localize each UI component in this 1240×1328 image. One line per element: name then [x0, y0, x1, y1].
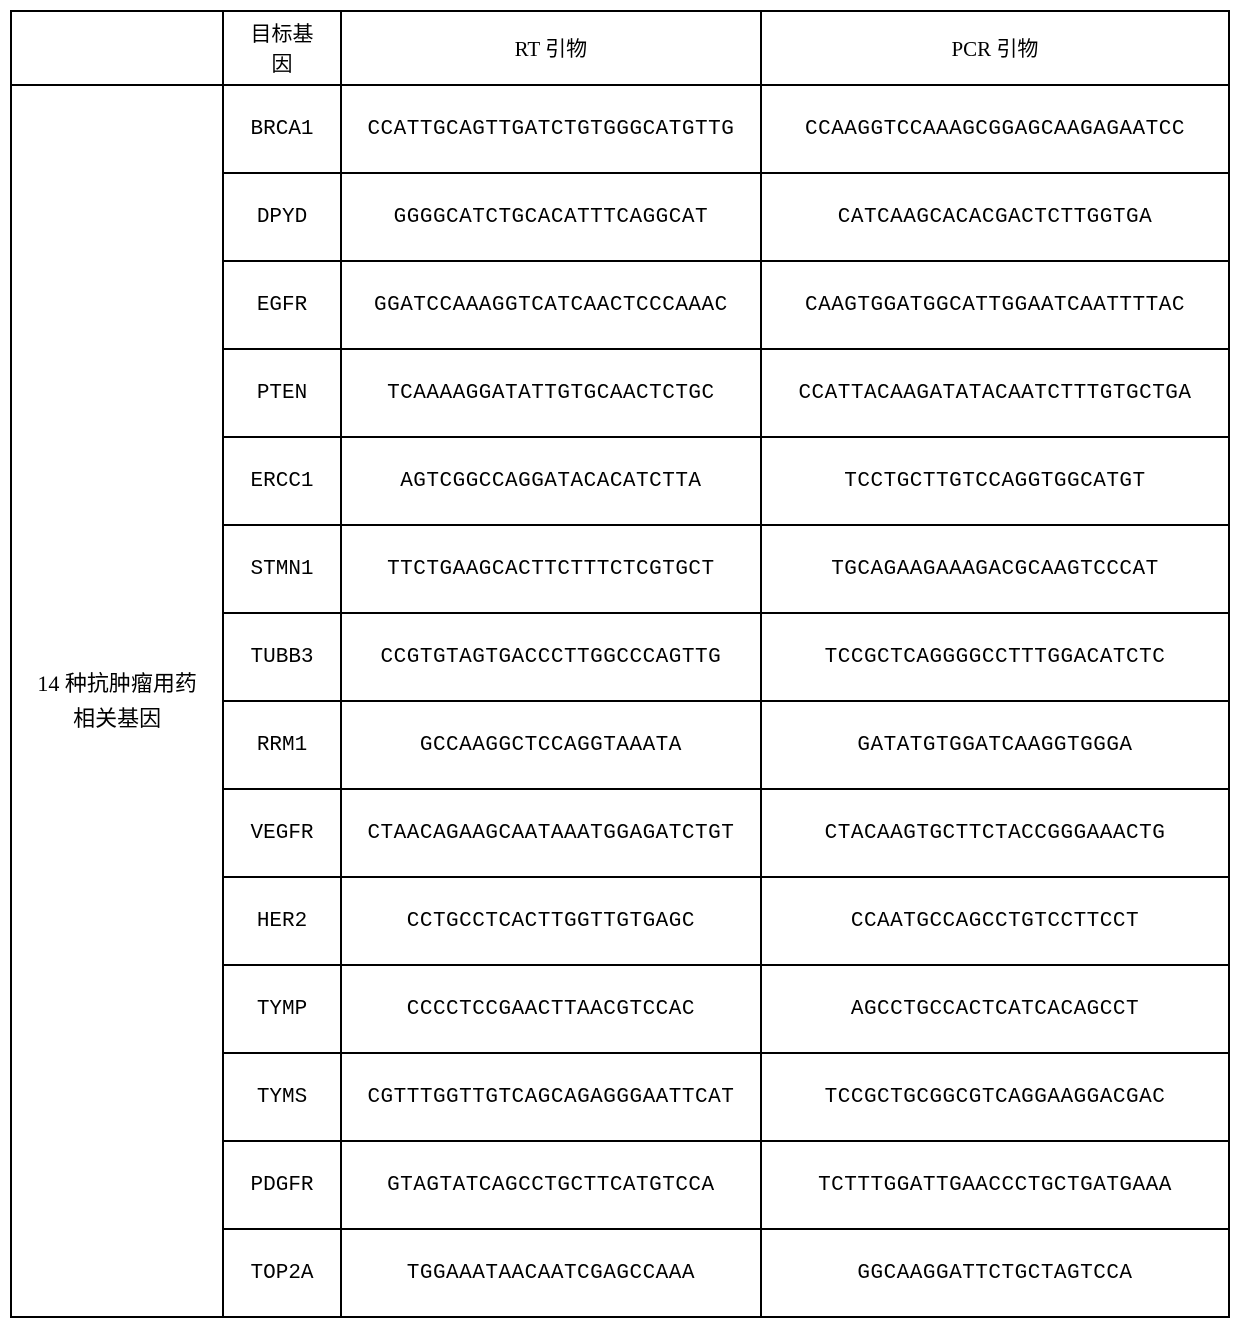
rt-primer-cell: TTCTGAAGCACTTCTTTCTCGTGCT — [341, 525, 761, 613]
gene-cell: RRM1 — [223, 701, 341, 789]
rt-primer-cell: CCATTGCAGTTGATCTGTGGGCATGTTG — [341, 85, 761, 173]
gene-cell: PDGFR — [223, 1141, 341, 1229]
rt-primer-cell: CGTTTGGTTGTCAGCAGAGGGAATTCAT — [341, 1053, 761, 1141]
gene-cell: STMN1 — [223, 525, 341, 613]
gene-cell: TOP2A — [223, 1229, 341, 1317]
header-rt: RT 引物 — [341, 11, 761, 85]
pcr-primer-cell: CAAGTGGATGGCATTGGAATCAATTTTAC — [761, 261, 1229, 349]
header-gene: 目标基 因 — [223, 11, 341, 85]
primer-table: 目标基 因 RT 引物 PCR 引物 14 种抗肿瘤用药 相关基因BRCA1CC… — [10, 10, 1230, 1318]
pcr-primer-cell: CCAATGCCAGCCTGTCCTTCCT — [761, 877, 1229, 965]
gene-cell: VEGFR — [223, 789, 341, 877]
pcr-primer-cell: TCCGCTCAGGGGCCTTTGGACATCTC — [761, 613, 1229, 701]
pcr-primer-cell: GGCAAGGATTCTGCTAGTCCA — [761, 1229, 1229, 1317]
pcr-primer-cell: CTACAAGTGCTTCTACCGGGAAACTG — [761, 789, 1229, 877]
table-row: 14 种抗肿瘤用药 相关基因BRCA1CCATTGCAGTTGATCTGTGGG… — [11, 85, 1229, 173]
header-category — [11, 11, 223, 85]
gene-cell: BRCA1 — [223, 85, 341, 173]
gene-cell: HER2 — [223, 877, 341, 965]
gene-cell: TUBB3 — [223, 613, 341, 701]
pcr-primer-cell: CCAAGGTCCAAAGCGGAGCAAGAGAATCC — [761, 85, 1229, 173]
pcr-primer-cell: CCATTACAAGATATACAATCTTTGTGCTGA — [761, 349, 1229, 437]
rt-primer-cell: AGTCGGCCAGGATACACATCTTA — [341, 437, 761, 525]
rt-primer-cell: TCAAAAGGATATTGTGCAACTCTGC — [341, 349, 761, 437]
gene-cell: TYMS — [223, 1053, 341, 1141]
rt-primer-cell: CTAACAGAAGCAATAAATGGAGATCTGT — [341, 789, 761, 877]
header-pcr: PCR 引物 — [761, 11, 1229, 85]
pcr-primer-cell: TCCTGCTTGTCCAGGTGGCATGT — [761, 437, 1229, 525]
gene-cell: ERCC1 — [223, 437, 341, 525]
pcr-primer-cell: AGCCTGCCACTCATCACAGCCT — [761, 965, 1229, 1053]
pcr-primer-cell: GATATGTGGATCAAGGTGGGA — [761, 701, 1229, 789]
gene-cell: PTEN — [223, 349, 341, 437]
gene-cell: EGFR — [223, 261, 341, 349]
rt-primer-cell: CCTGCCTCACTTGGTTGTGAGC — [341, 877, 761, 965]
pcr-primer-cell: TCCGCTGCGGCGTCAGGAAGGACGAC — [761, 1053, 1229, 1141]
header-row: 目标基 因 RT 引物 PCR 引物 — [11, 11, 1229, 85]
gene-cell: DPYD — [223, 173, 341, 261]
category-cell: 14 种抗肿瘤用药 相关基因 — [11, 85, 223, 1317]
rt-primer-cell: GTAGTATCAGCCTGCTTCATGTCCA — [341, 1141, 761, 1229]
rt-primer-cell: TGGAAATAACAATCGAGCCAAA — [341, 1229, 761, 1317]
pcr-primer-cell: TGCAGAAGAAAGACGCAAGTCCCAT — [761, 525, 1229, 613]
rt-primer-cell: GCCAAGGCTCCAGGTAAATA — [341, 701, 761, 789]
rt-primer-cell: GGGGCATCTGCACATTTCAGGCAT — [341, 173, 761, 261]
pcr-primer-cell: CATCAAGCACACGACTCTTGGTGA — [761, 173, 1229, 261]
rt-primer-cell: CCGTGTAGTGACCCTTGGCCCAGTTG — [341, 613, 761, 701]
gene-cell: TYMP — [223, 965, 341, 1053]
rt-primer-cell: CCCCTCCGAACTTAACGTCCAC — [341, 965, 761, 1053]
rt-primer-cell: GGATCCAAAGGTCATCAACTCCCAAAC — [341, 261, 761, 349]
table-body: 14 种抗肿瘤用药 相关基因BRCA1CCATTGCAGTTGATCTGTGGG… — [11, 85, 1229, 1317]
pcr-primer-cell: TCTTTGGATTGAACCCTGCTGATGAAA — [761, 1141, 1229, 1229]
